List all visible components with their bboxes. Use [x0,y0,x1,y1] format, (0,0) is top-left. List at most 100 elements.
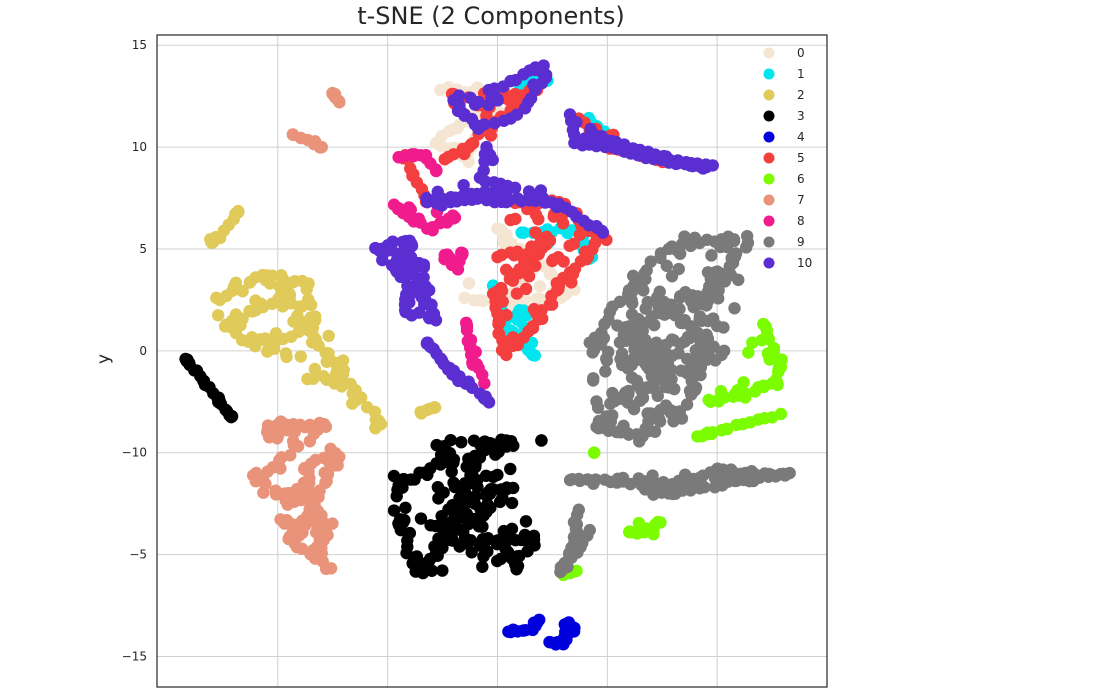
point-class-10 [423,312,436,325]
point-class-5 [506,331,520,344]
point-class-3 [436,564,449,577]
point-class-3 [496,491,509,505]
point-class-10 [435,199,448,212]
point-class-9 [586,374,600,387]
point-class-10 [477,164,490,177]
point-class-8 [446,209,460,222]
point-class-8 [405,148,419,161]
point-class-3 [519,515,533,528]
point-class-9 [627,352,640,365]
point-class-6 [755,334,768,347]
point-class-9 [673,247,687,260]
point-class-6 [623,525,636,538]
point-class-10 [483,84,497,97]
point-class-6 [720,422,733,436]
data-points [179,59,796,651]
point-class-3 [461,514,475,528]
point-class-9 [659,399,673,412]
point-class-9 [654,247,668,260]
point-class-9 [695,470,708,484]
point-class-9 [625,285,639,298]
point-class-9 [681,482,695,495]
point-class-7 [299,486,313,500]
legend-label-6: 6 [797,172,805,186]
point-class-9 [745,469,758,482]
point-class-7 [332,95,346,108]
point-class-10 [421,193,434,206]
point-class-0 [435,129,448,143]
point-class-10 [570,116,583,129]
point-class-10 [457,178,470,192]
point-class-3 [446,500,459,513]
point-class-0 [533,280,547,293]
point-class-9 [739,241,753,254]
point-class-3 [481,545,494,558]
point-class-10 [431,185,444,199]
legend-label-1: 1 [797,67,805,81]
point-class-2 [259,274,272,287]
point-class-3 [444,433,457,447]
legend-label-8: 8 [797,214,805,228]
point-class-5 [529,208,543,221]
point-class-5 [495,248,508,262]
chart-title: t-SNE (2 Components) [357,2,625,30]
point-class-5 [493,316,506,329]
point-class-10 [660,150,673,163]
y-tick-labels: 15 10 5 0 −10 −5 −15 [122,38,147,663]
point-class-3 [421,468,434,482]
point-class-3 [509,558,522,572]
point-class-9 [641,295,654,309]
point-class-3 [425,564,439,577]
legend-label-4: 4 [797,130,805,144]
point-class-9 [710,319,724,333]
point-class-10 [472,122,485,135]
point-class-9 [646,340,659,353]
legend-marker-8 [763,215,775,227]
point-class-10 [455,105,468,119]
point-class-10 [373,244,387,258]
point-class-5 [507,249,521,262]
point-class-10 [479,391,492,405]
point-class-3 [428,540,441,553]
point-class-10 [405,238,418,251]
point-class-2 [336,354,350,367]
point-class-5 [529,306,543,320]
point-class-2 [273,280,286,294]
point-class-3 [500,481,514,494]
point-class-9 [591,401,605,414]
point-class-2 [346,387,360,400]
point-class-10 [385,243,399,257]
point-class-3 [400,546,413,560]
point-class-9 [651,389,664,403]
legend: 0 1 2 3 4 5 6 7 8 9 10 [763,46,812,270]
point-class-3 [436,515,450,528]
point-class-3 [464,534,478,547]
point-class-7 [298,420,312,434]
point-class-3 [404,473,417,486]
point-class-9 [590,420,603,434]
point-class-9 [632,312,645,326]
point-class-7 [320,475,333,488]
point-class-9 [626,269,640,283]
point-class-0 [530,292,544,305]
point-class-6 [763,353,776,366]
point-class-5 [464,138,478,151]
legend-label-3: 3 [797,109,805,123]
point-class-9 [680,398,694,411]
point-class-2 [335,380,348,393]
point-class-3 [396,516,410,529]
point-class-5 [407,168,420,181]
point-class-8 [419,149,433,162]
point-class-2 [211,309,225,322]
point-class-10 [497,114,511,127]
point-class-6 [587,446,601,459]
point-class-5 [504,94,517,108]
point-class-9 [570,534,583,548]
point-class-9 [740,229,754,243]
point-class-2 [307,372,320,385]
point-class-7 [324,442,337,456]
point-class-7 [258,477,272,490]
point-class-9 [662,381,676,394]
point-class-3 [443,447,457,460]
